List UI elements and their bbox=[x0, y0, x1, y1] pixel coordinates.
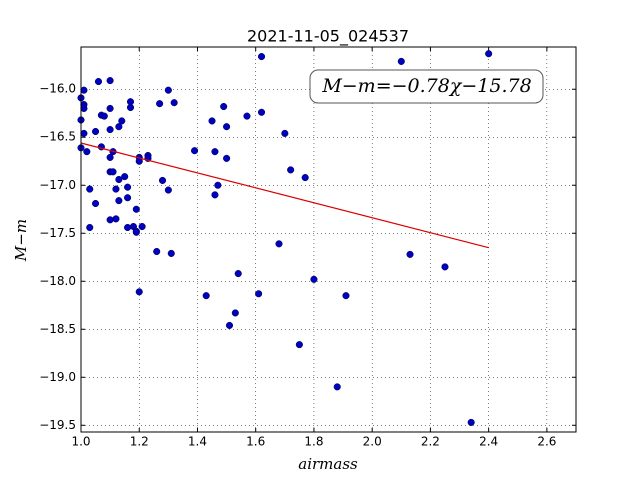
y-tick-label: −19.5 bbox=[39, 418, 76, 432]
point bbox=[467, 418, 475, 426]
x-tick-label: 1.0 bbox=[71, 435, 90, 449]
x-tick-label: 2.2 bbox=[421, 435, 440, 449]
fit-line bbox=[80, 142, 489, 249]
point bbox=[109, 168, 117, 176]
point bbox=[153, 247, 161, 256]
x-tick-label: 2.0 bbox=[363, 435, 382, 449]
point bbox=[287, 166, 295, 174]
point bbox=[164, 186, 172, 194]
y-tick-label: −17.0 bbox=[39, 178, 76, 192]
point bbox=[83, 148, 91, 156]
y-tick-label: −16.0 bbox=[39, 82, 76, 96]
point bbox=[132, 205, 140, 213]
point bbox=[223, 123, 231, 131]
annotation: M−m=−0.78χ−15.78 bbox=[321, 75, 531, 97]
point bbox=[211, 148, 219, 156]
point bbox=[223, 154, 231, 162]
point bbox=[485, 50, 493, 58]
point bbox=[234, 270, 242, 278]
point bbox=[106, 216, 114, 224]
point bbox=[301, 174, 309, 182]
point bbox=[86, 185, 94, 193]
point bbox=[138, 222, 146, 231]
point bbox=[167, 249, 175, 257]
point bbox=[92, 199, 100, 208]
point bbox=[342, 292, 350, 300]
point bbox=[86, 223, 94, 232]
point bbox=[132, 228, 140, 236]
point bbox=[191, 147, 199, 155]
point bbox=[126, 103, 135, 112]
point bbox=[295, 341, 303, 349]
point bbox=[257, 108, 266, 116]
plot-frame bbox=[80, 46, 577, 433]
y-tick-label: −18.5 bbox=[39, 322, 76, 336]
y-tick-label: −16.5 bbox=[39, 130, 76, 144]
point bbox=[208, 117, 216, 125]
point bbox=[115, 175, 123, 184]
point bbox=[406, 250, 414, 258]
chart-title: 2021-11-05_024537 bbox=[247, 27, 409, 47]
point bbox=[170, 99, 178, 107]
y-tick-label: −17.5 bbox=[39, 226, 76, 240]
point bbox=[275, 240, 283, 248]
point bbox=[106, 77, 114, 85]
point bbox=[121, 173, 129, 181]
point bbox=[80, 86, 88, 94]
point bbox=[106, 126, 114, 134]
point bbox=[112, 215, 120, 223]
point bbox=[310, 275, 318, 283]
point bbox=[80, 104, 88, 112]
point bbox=[135, 288, 143, 296]
x-axis-label: airmass bbox=[298, 455, 358, 473]
y-tick-label: −19.0 bbox=[39, 370, 76, 384]
point bbox=[231, 309, 239, 317]
point bbox=[220, 102, 228, 111]
point bbox=[255, 290, 263, 298]
point bbox=[124, 183, 132, 191]
point bbox=[225, 321, 234, 329]
y-axis-label: M−m bbox=[12, 219, 30, 262]
point bbox=[333, 383, 341, 391]
point bbox=[202, 292, 210, 300]
point bbox=[106, 153, 114, 161]
x-tick-label: 2.6 bbox=[537, 435, 556, 449]
point bbox=[106, 104, 114, 112]
x-tick-label: 2.4 bbox=[479, 435, 498, 449]
point bbox=[156, 100, 164, 108]
point bbox=[115, 197, 123, 205]
point bbox=[441, 263, 449, 271]
x-tick-label: 1.4 bbox=[188, 435, 207, 449]
point bbox=[243, 112, 251, 120]
annotation-box bbox=[309, 69, 544, 104]
point bbox=[214, 181, 222, 189]
x-tick-label: 1.6 bbox=[246, 435, 265, 449]
point bbox=[94, 78, 103, 86]
point bbox=[211, 191, 219, 199]
point bbox=[118, 117, 126, 125]
point bbox=[158, 176, 167, 185]
y-tick-label: −18.0 bbox=[39, 274, 76, 288]
point bbox=[281, 129, 289, 137]
point bbox=[80, 129, 88, 137]
point bbox=[124, 194, 132, 202]
point bbox=[92, 127, 100, 136]
point bbox=[257, 53, 266, 61]
x-tick-label: 1.2 bbox=[130, 435, 149, 449]
point bbox=[397, 57, 405, 65]
x-tick-label: 1.8 bbox=[304, 435, 323, 449]
point bbox=[124, 223, 132, 232]
point bbox=[115, 123, 123, 131]
point bbox=[100, 112, 108, 120]
point bbox=[112, 185, 120, 193]
point bbox=[164, 86, 172, 94]
